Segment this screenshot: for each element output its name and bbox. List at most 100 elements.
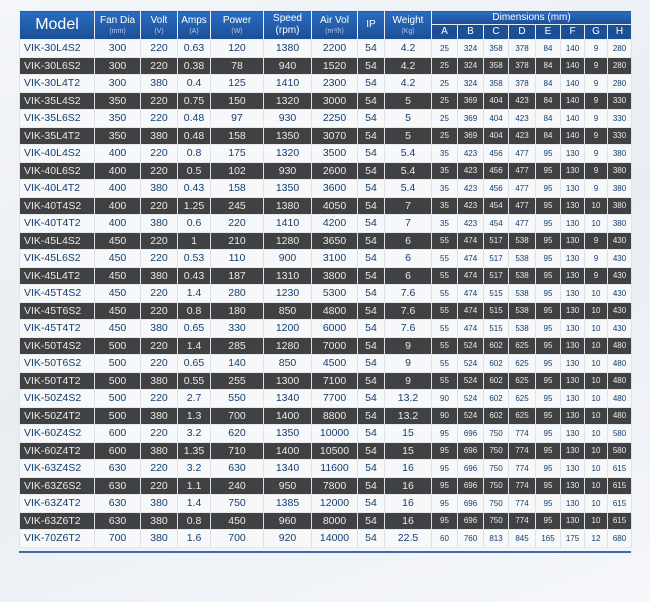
cell-dim-f: 130 xyxy=(560,144,585,163)
cell-weight: 9 xyxy=(384,354,432,373)
cell-dim-h: 580 xyxy=(606,424,633,443)
cell-dim-a: 60 xyxy=(431,529,458,548)
table-row: VIK-50T4S2 500 220 1.4 285 1280 7000 54 9 55 524 60… xyxy=(19,337,633,355)
cell-dim-a: 35 xyxy=(431,144,458,163)
cell-fan-dia: 350 xyxy=(94,127,141,145)
cell-speed: 850 xyxy=(263,354,312,373)
cell-speed: 1385 xyxy=(263,494,312,513)
cell-weight: 13.2 xyxy=(384,407,432,425)
cell-model: VIK-45L6S2 xyxy=(19,249,95,268)
cell-dim-g: 10 xyxy=(584,389,608,408)
cell-volt: 380 xyxy=(140,74,178,93)
cell-ip: 54 xyxy=(357,197,385,215)
cell-air-vol: 3070 xyxy=(311,127,358,145)
cell-dim-c: 750 xyxy=(483,442,509,460)
cell-dim-e: 95 xyxy=(535,354,561,373)
cell-dim-h: 330 xyxy=(606,92,633,110)
cell-power: 280 xyxy=(210,284,264,303)
cell-weight: 9 xyxy=(384,372,432,390)
cell-dim-h: 430 xyxy=(606,284,633,303)
cell-fan-dia: 630 xyxy=(94,494,141,513)
cell-dim-a: 95 xyxy=(431,459,458,478)
cell-dim-b: 369 xyxy=(457,109,484,128)
cell-air-vol: 2200 xyxy=(311,39,358,58)
cell-power: 110 xyxy=(210,249,264,268)
cell-dim-g: 9 xyxy=(584,109,608,128)
cell-ip: 54 xyxy=(357,372,385,390)
cell-volt: 220 xyxy=(140,197,178,215)
cell-ip: 54 xyxy=(357,162,385,180)
cell-amps: 1.25 xyxy=(177,197,211,215)
cell-speed: 1280 xyxy=(263,337,312,355)
cell-power: 120 xyxy=(210,39,264,58)
cell-weight: 6 xyxy=(384,232,432,250)
table-row: VIK-50T4T2 500 380 0.55 255 1300 7100 54 9 55 524 6… xyxy=(19,372,633,390)
cell-fan-dia: 400 xyxy=(94,144,141,163)
cell-model: VIK-63Z4T2 xyxy=(19,494,95,513)
cell-air-vol: 6000 xyxy=(311,319,358,338)
cell-model: VIK-60Z4S2 xyxy=(19,424,95,443)
cell-dim-h: 615 xyxy=(606,494,633,513)
cell-dim-a: 55 xyxy=(431,249,458,268)
cell-ip: 54 xyxy=(357,337,385,355)
header-unit: (m³/h) xyxy=(325,27,344,35)
cell-power: 175 xyxy=(210,144,264,163)
cell-dim-b: 524 xyxy=(457,337,484,355)
cell-weight: 22.5 xyxy=(384,529,432,548)
header-speed: Speed (rpm) xyxy=(263,10,312,40)
cell-ip: 54 xyxy=(357,109,385,128)
cell-air-vol: 3500 xyxy=(311,144,358,163)
cell-amps: 1.3 xyxy=(177,407,211,425)
cell-model: VIK-40L4S2 xyxy=(19,144,95,163)
cell-dim-c: 602 xyxy=(483,407,509,425)
cell-fan-dia: 300 xyxy=(94,39,141,58)
cell-dim-f: 130 xyxy=(560,284,585,303)
table-row: VIK-45T6S2 450 220 0.8 180 850 4800 54 7.6 55 474 5… xyxy=(19,302,633,320)
cell-dim-b: 423 xyxy=(457,144,484,163)
cell-fan-dia: 500 xyxy=(94,337,141,355)
cell-model: VIK-50T4T2 xyxy=(19,372,95,390)
cell-air-vol: 8800 xyxy=(311,407,358,425)
header-dim-g: G xyxy=(584,24,608,40)
cell-volt: 220 xyxy=(140,57,178,75)
cell-dim-e: 95 xyxy=(535,512,561,530)
cell-dim-f: 130 xyxy=(560,442,585,460)
cell-dim-b: 696 xyxy=(457,494,484,513)
cell-dim-g: 9 xyxy=(584,39,608,58)
table-row: VIK-63Z6S2 630 220 1.1 240 950 7800 54 16 95 696 75… xyxy=(19,477,633,495)
cell-weight: 5 xyxy=(384,127,432,145)
cell-dim-e: 95 xyxy=(535,197,561,215)
cell-dim-g: 9 xyxy=(584,249,608,268)
fan-spec-table: Model Fan Dia (mm) Volt (V) Amps (A) Power(… xyxy=(19,10,633,548)
cell-dim-h: 380 xyxy=(606,214,633,233)
cell-dim-f: 130 xyxy=(560,424,585,443)
cell-ip: 54 xyxy=(357,302,385,320)
cell-ip: 54 xyxy=(357,389,385,408)
cell-dim-f: 130 xyxy=(560,302,585,320)
cell-dim-a: 25 xyxy=(431,92,458,110)
cell-model: VIK-50Z4S2 xyxy=(19,389,95,408)
cell-power: 450 xyxy=(210,512,264,530)
table-row: VIK-50Z4S2 500 220 2.7 550 1340 7700 54 13.2 90 52… xyxy=(19,389,633,408)
cell-dim-h: 280 xyxy=(606,39,633,58)
cell-fan-dia: 700 xyxy=(94,529,141,548)
cell-ip: 54 xyxy=(357,144,385,163)
header-dim-c: C xyxy=(483,24,509,40)
cell-dim-a: 25 xyxy=(431,57,458,75)
cell-model: VIK-40T4S2 xyxy=(19,197,95,215)
cell-dim-d: 423 xyxy=(508,109,536,128)
cell-volt: 380 xyxy=(140,179,178,198)
cell-speed: 1340 xyxy=(263,389,312,408)
cell-dim-g: 10 xyxy=(584,494,608,513)
header-unit: (V) xyxy=(154,27,164,35)
cell-power: 285 xyxy=(210,337,264,355)
cell-dim-a: 55 xyxy=(431,337,458,355)
table-row: VIK-40L4T2 400 380 0.43 158 1350 3600 54 5.4 35 42… xyxy=(19,179,633,198)
cell-air-vol: 8000 xyxy=(311,512,358,530)
cell-weight: 7 xyxy=(384,197,432,215)
cell-dim-c: 454 xyxy=(483,214,509,233)
cell-dim-b: 760 xyxy=(457,529,484,548)
cell-dim-b: 524 xyxy=(457,389,484,408)
cell-speed: 930 xyxy=(263,162,312,180)
cell-dim-b: 524 xyxy=(457,407,484,425)
